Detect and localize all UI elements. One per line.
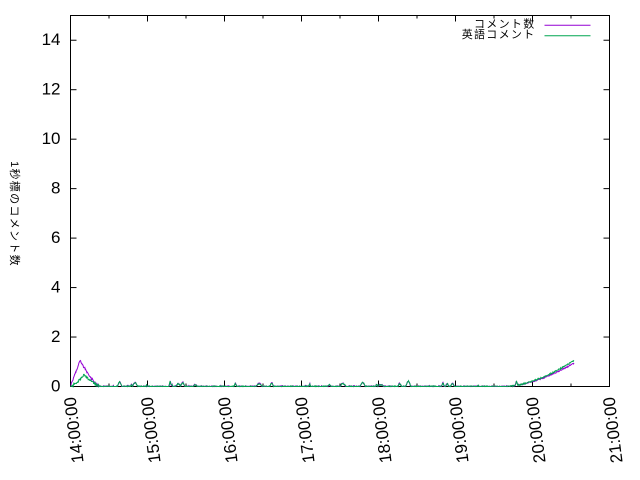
svg-text:1秒標のコメント数: 1秒標のコメント数	[8, 161, 22, 267]
svg-text:0: 0	[51, 377, 60, 396]
svg-text:14: 14	[42, 30, 61, 49]
svg-text:8: 8	[51, 179, 60, 198]
svg-text:6: 6	[51, 228, 60, 247]
svg-text:10: 10	[42, 129, 61, 148]
svg-text:英語コメント: 英語コメント	[462, 27, 536, 41]
svg-text:12: 12	[42, 80, 61, 99]
svg-text:4: 4	[51, 278, 60, 297]
svg-text:2: 2	[51, 327, 60, 346]
